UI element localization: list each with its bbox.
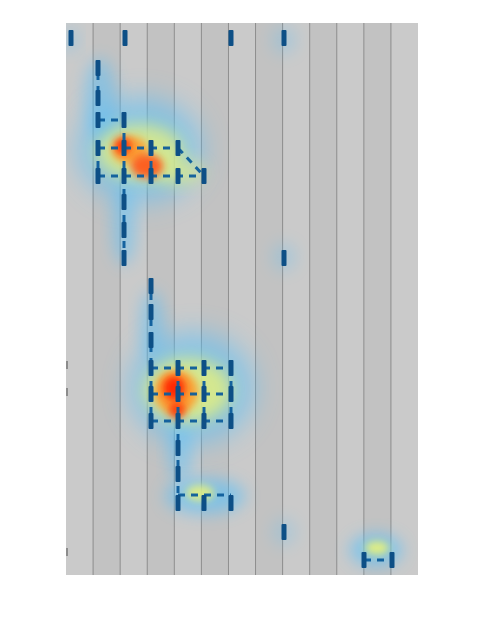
node-marker bbox=[148, 168, 154, 184]
node-marker bbox=[228, 386, 234, 402]
node-marker bbox=[148, 360, 154, 376]
node-marker bbox=[201, 168, 207, 184]
node-marker bbox=[148, 332, 154, 348]
heat-blob bbox=[365, 541, 389, 555]
node-marker bbox=[175, 440, 181, 456]
graph-nodes bbox=[66, 30, 395, 568]
node-marker bbox=[121, 168, 127, 184]
node-marker bbox=[281, 250, 287, 266]
node-marker bbox=[95, 140, 101, 156]
node-marker bbox=[95, 90, 101, 106]
node-marker bbox=[121, 140, 127, 156]
node-marker bbox=[228, 30, 234, 46]
node-marker bbox=[175, 466, 181, 482]
node-marker bbox=[95, 112, 101, 128]
node-marker bbox=[175, 360, 181, 376]
node-marker bbox=[148, 278, 154, 294]
node-marker bbox=[281, 30, 287, 46]
node-marker bbox=[121, 250, 127, 266]
node-marker bbox=[175, 413, 181, 429]
column-stripe bbox=[390, 23, 418, 575]
node-marker bbox=[361, 552, 367, 568]
graph-edge bbox=[176, 146, 206, 178]
node-marker bbox=[201, 360, 207, 376]
node-marker bbox=[121, 194, 127, 210]
node-marker bbox=[148, 386, 154, 402]
node-marker bbox=[228, 413, 234, 429]
node-marker bbox=[228, 360, 234, 376]
heat-blob bbox=[163, 376, 185, 400]
node-marker bbox=[148, 140, 154, 156]
node-marker bbox=[148, 413, 154, 429]
node-marker bbox=[175, 140, 181, 156]
node-marker bbox=[95, 168, 101, 184]
heat-blob bbox=[186, 485, 214, 501]
column-stripe bbox=[228, 23, 256, 575]
node-marker bbox=[281, 524, 287, 540]
node-marker bbox=[122, 30, 128, 46]
node-marker bbox=[148, 304, 154, 320]
node-marker bbox=[201, 495, 207, 511]
column-stripe bbox=[336, 23, 364, 575]
node-marker bbox=[121, 112, 127, 128]
heat-blob bbox=[131, 154, 163, 178]
node-marker bbox=[175, 168, 181, 184]
column-stripe bbox=[309, 23, 337, 575]
node-marker bbox=[389, 552, 395, 568]
column-stripe bbox=[255, 23, 283, 575]
node-marker bbox=[201, 386, 207, 402]
node-marker bbox=[228, 495, 234, 511]
node-marker bbox=[175, 386, 181, 402]
column-stripe bbox=[363, 23, 391, 575]
edge-marker bbox=[66, 388, 68, 396]
node-marker bbox=[95, 60, 101, 76]
node-marker bbox=[175, 495, 181, 511]
edge-marker bbox=[66, 361, 68, 369]
node-marker bbox=[121, 222, 127, 238]
node-marker bbox=[68, 30, 74, 46]
column-stripe bbox=[282, 23, 310, 575]
edge-marker bbox=[66, 548, 68, 556]
node-marker bbox=[201, 413, 207, 429]
